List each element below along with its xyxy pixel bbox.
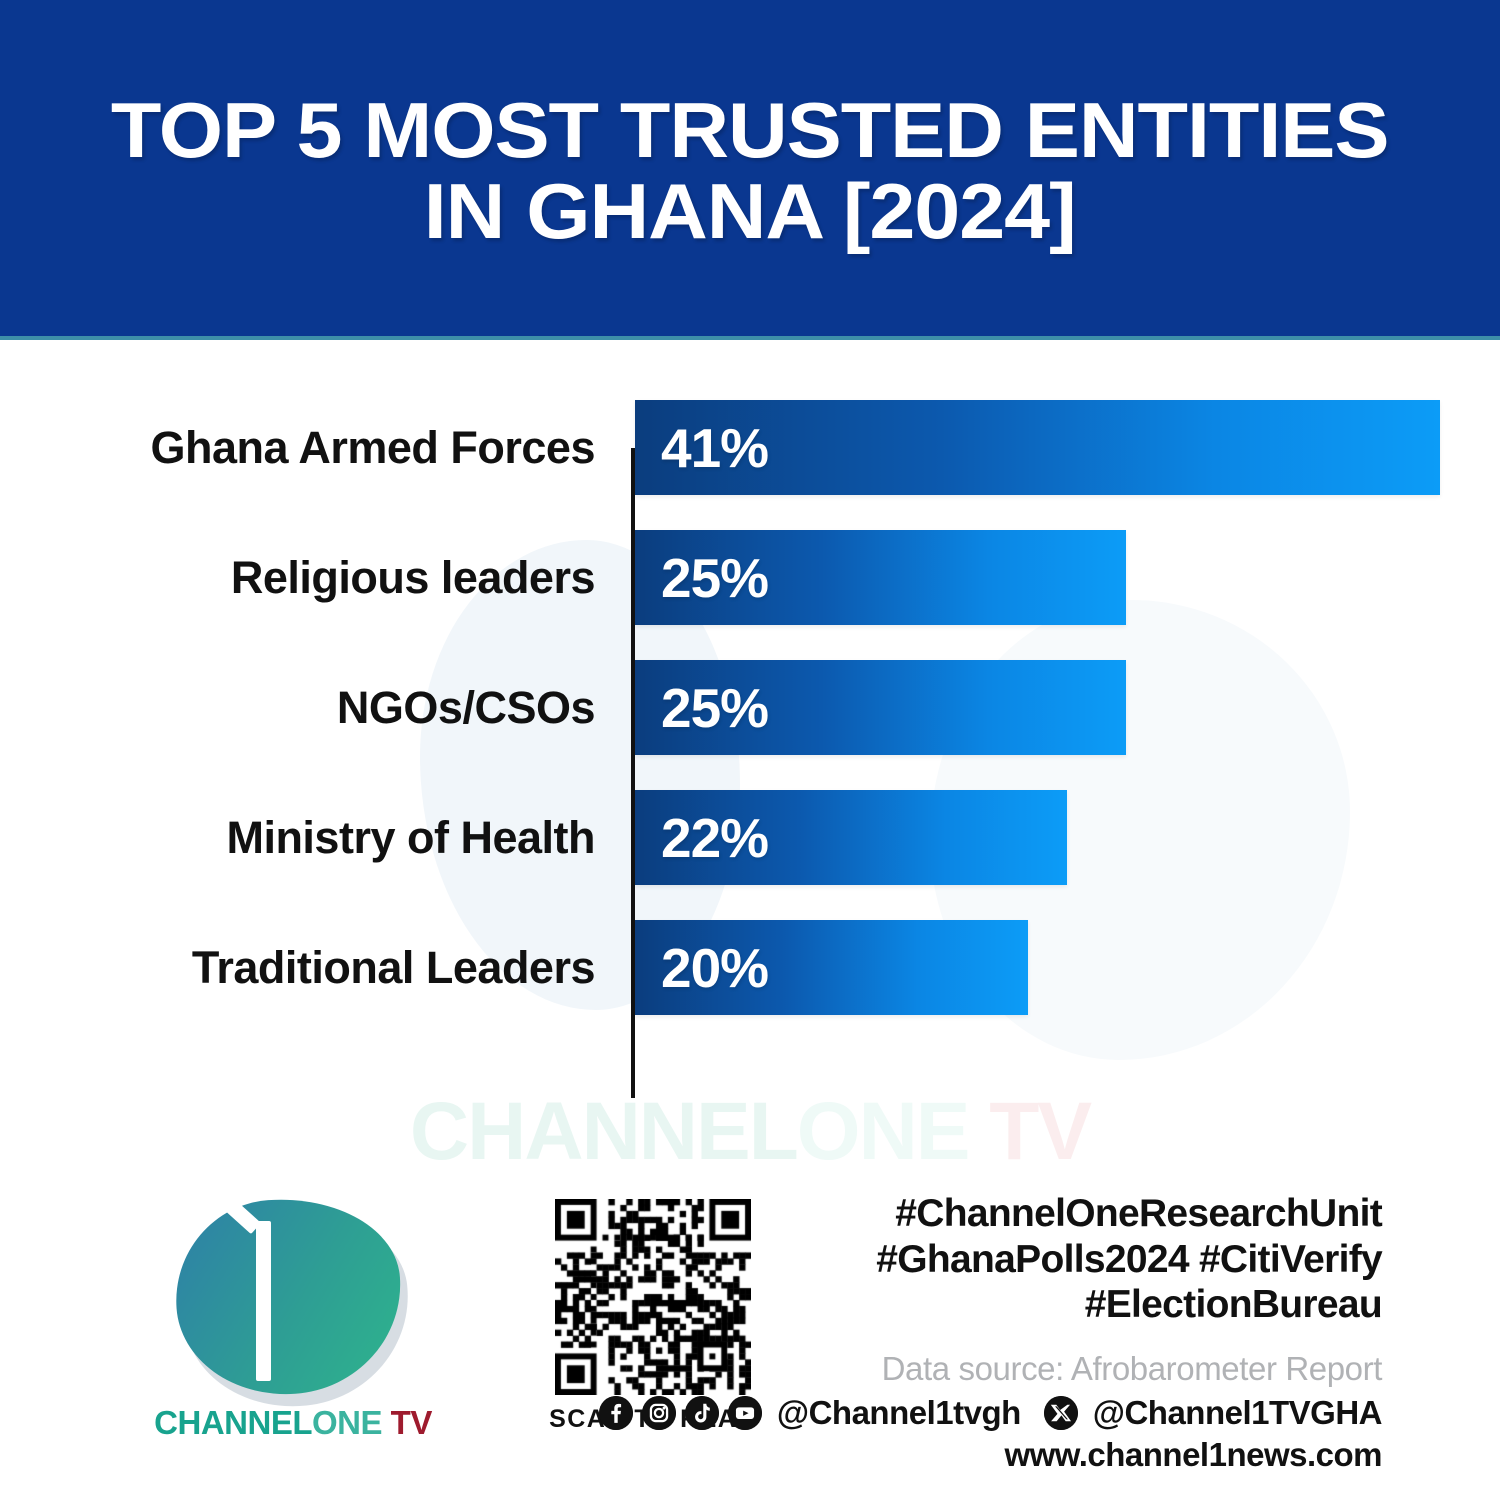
logo-word-channel: CHANNEL — [154, 1404, 312, 1441]
youtube-icon[interactable] — [727, 1395, 762, 1430]
social-handle-x[interactable]: @Channel1TVGHA — [1092, 1393, 1383, 1431]
bar: 20% — [635, 920, 1028, 1015]
instagram-icon[interactable] — [641, 1395, 676, 1430]
social-handles-row: @Channel1tvgh @Channel1TVGHA — [598, 1393, 1383, 1432]
logo-mark — [158, 1191, 428, 1418]
bar-value-label: 20% — [661, 936, 769, 999]
watermark-channel: CHANNEL — [409, 1086, 799, 1177]
bar-category-label: NGOs/CSOs — [336, 681, 596, 733]
watermark-tv: TV — [968, 1086, 1092, 1177]
qr-section[interactable]: SCAN TO READ — [548, 1199, 758, 1434]
chart-row: Ghana Armed Forces 41% — [0, 400, 1500, 495]
chart-row: Ministry of Health 22% — [0, 790, 1500, 885]
data-source-note: Data source: Afrobarometer Report — [881, 1349, 1383, 1387]
chart-row: Traditional Leaders 20% — [0, 920, 1500, 1015]
x-twitter-icon[interactable] — [1043, 1395, 1078, 1430]
tiktok-icon[interactable] — [684, 1395, 719, 1430]
hashtags: #ChannelOneResearchUnit #GhanaPolls2024 … — [876, 1192, 1382, 1327]
facebook-icon[interactable] — [598, 1395, 633, 1430]
bar-value-label: 22% — [661, 806, 769, 869]
bar-value-label: 41% — [661, 416, 769, 479]
header-banner: TOP 5 MOST TRUSTED ENTITIES IN GHANA [20… — [0, 0, 1500, 340]
chart-row: NGOs/CSOs 25% — [0, 660, 1500, 755]
social-handle-main[interactable]: @Channel1tvgh — [776, 1393, 1021, 1431]
bar: 22% — [635, 790, 1067, 885]
bar-category-label: Religious leaders — [230, 551, 596, 603]
footer-info-block: #ChannelOneResearchUnit #GhanaPolls2024 … — [598, 1191, 1383, 1474]
logo-word-one: ONE — [311, 1404, 383, 1441]
watermark-one: ONE — [796, 1086, 971, 1177]
logo-numeral-one-icon — [232, 1221, 294, 1381]
page-title: TOP 5 MOST TRUSTED ENTITIES IN GHANA [20… — [111, 85, 1390, 255]
chart-axis-line — [631, 448, 635, 1098]
bar-chart: Ghana Armed Forces 41% Religious leaders 25… — [0, 400, 1500, 1110]
logo-wordmark: CHANNELONE TV — [128, 1404, 458, 1442]
logo-word-tv: TV — [382, 1404, 433, 1441]
bar: 41% — [635, 400, 1440, 495]
footer: CHANNELONE TV SCAN TO READ #ChannelOneRe… — [0, 1185, 1500, 1500]
bar: 25% — [635, 660, 1126, 755]
bar-category-label: Traditional Leaders — [191, 941, 596, 993]
chart-rows: Ghana Armed Forces 41% Religious leaders 25… — [0, 400, 1500, 1050]
channel-watermark: CHANNELONE TV — [0, 1085, 1500, 1179]
website-url[interactable]: www.channel1news.com — [1004, 1435, 1382, 1473]
bar-category-label: Ghana Armed Forces — [150, 421, 596, 473]
bar: 25% — [635, 530, 1126, 625]
qr-code-image[interactable] — [555, 1199, 751, 1395]
bar-category-label: Ministry of Health — [226, 811, 595, 863]
bar-value-label: 25% — [661, 546, 769, 609]
bar-value-label: 25% — [661, 676, 769, 739]
chart-row: Religious leaders 25% — [0, 530, 1500, 625]
channel-one-logo: CHANNELONE TV — [128, 1191, 458, 1442]
